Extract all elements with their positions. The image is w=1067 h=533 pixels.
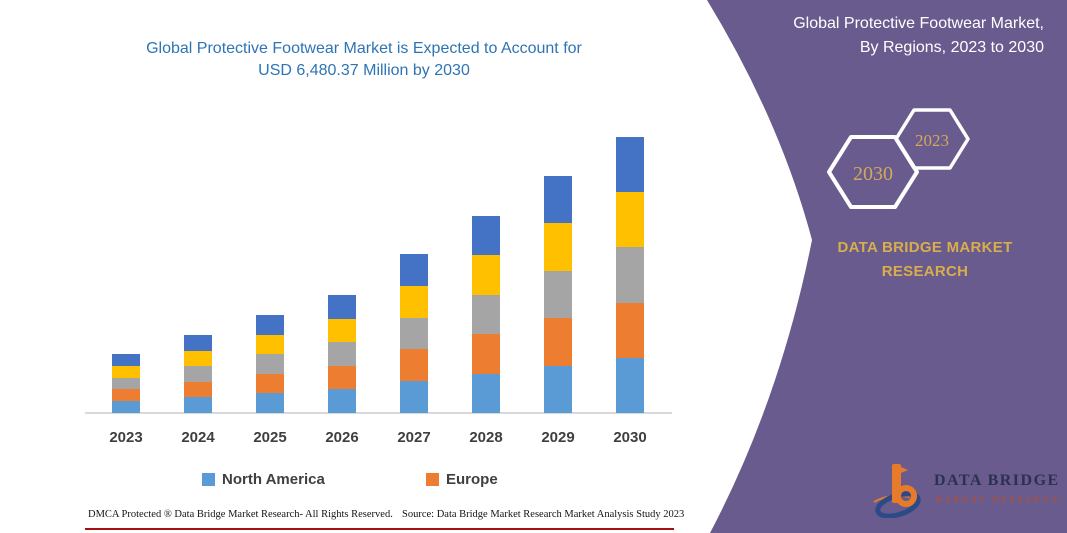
bar-2030-segment-region-5-unlabeled-: [616, 137, 644, 193]
x-axis-label-2029: 2029: [541, 429, 575, 446]
bar-2028-segment-europe: [472, 334, 500, 374]
footer-source-text: Source: Data Bridge Market Research Mark…: [402, 509, 685, 520]
bar-2027-segment-north-america: [400, 381, 428, 413]
chart-title-line1: Global Protective Footwear Market is Exp…: [146, 40, 582, 57]
bar-2026: [328, 295, 356, 413]
bar-2027-segment-region-3-unlabeled-: [400, 317, 428, 350]
legend-item-europe: Europe: [426, 471, 498, 488]
footer-dmca-text: DMCA Protected ® Data Bridge Market Rese…: [88, 509, 393, 520]
bar-2028-segment-region-4-unlabeled-: [472, 255, 500, 295]
panel-title-line2: By Regions, 2023 to 2030: [859, 39, 1044, 56]
bar-2024-segment-north-america: [184, 397, 212, 413]
legend-item-north-america: North America: [202, 471, 325, 488]
bar-2023-segment-europe: [112, 389, 140, 402]
panel-title-line1: Global Protective Footwear Market,: [793, 15, 1044, 32]
bar-2024-segment-region-4-unlabeled-: [184, 350, 212, 367]
legend-swatch-icon: [202, 473, 215, 486]
bar-2024-segment-region-5-unlabeled-: [184, 335, 212, 351]
x-axis-label-2024: 2024: [181, 429, 215, 446]
bar-2023-segment-north-america: [112, 401, 140, 413]
purple-panel-shape: [707, 0, 1067, 533]
bar-2026-segment-region-4-unlabeled-: [328, 318, 356, 343]
bar-2026-segment-north-america: [328, 389, 356, 413]
bar-2027-segment-region-5-unlabeled-: [400, 254, 428, 286]
bar-2023-segment-region-4-unlabeled-: [112, 365, 140, 378]
bar-2028-segment-region-3-unlabeled-: [472, 294, 500, 335]
bar-2028-segment-region-5-unlabeled-: [472, 216, 500, 256]
bar-2025-segment-region-3-unlabeled-: [256, 354, 284, 374]
bar-2027-segment-region-4-unlabeled-: [400, 285, 428, 318]
bar-2029-segment-region-4-unlabeled-: [544, 223, 572, 271]
x-axis-label-2028: 2028: [469, 429, 503, 446]
x-axis-label-2023: 2023: [109, 429, 143, 446]
bar-2029-segment-region-3-unlabeled-: [544, 270, 572, 319]
bar-2023: [112, 354, 140, 413]
bar-2023-segment-region-3-unlabeled-: [112, 377, 140, 390]
bar-2024-segment-europe: [184, 381, 212, 398]
brand-line1: DATA BRIDGE MARKET: [837, 239, 1013, 256]
bar-2024: [184, 335, 212, 413]
chart-title: Global Protective Footwear Market is Exp…: [58, 38, 670, 82]
x-axis-line: [85, 412, 672, 414]
legend-swatch-icon: [426, 473, 439, 486]
logo-text-data-bridge: DATA BRIDGE: [934, 472, 1060, 489]
bar-2026-segment-region-3-unlabeled-: [328, 342, 356, 366]
bar-2030-segment-north-america: [616, 357, 644, 413]
bar-2030-segment-europe: [616, 302, 644, 358]
bar-2029-segment-region-5-unlabeled-: [544, 176, 572, 224]
data-bridge-logo: DATA BRIDGE MARKET RESEARCH: [872, 458, 1062, 520]
bar-2025-segment-region-5-unlabeled-: [256, 315, 284, 335]
bar-2029-segment-europe: [544, 318, 572, 366]
bar-2025-segment-europe: [256, 373, 284, 394]
bar-2023-segment-region-5-unlabeled-: [112, 354, 140, 366]
x-axis-label-2025: 2025: [253, 429, 287, 446]
bar-2025-segment-region-4-unlabeled-: [256, 334, 284, 355]
hexagon-2030-label: 2030: [853, 163, 893, 185]
bar-2024-segment-region-3-unlabeled-: [184, 366, 212, 382]
logo-b-icon: [873, 464, 921, 518]
legend-label: Europe: [446, 471, 498, 488]
bar-2025-segment-north-america: [256, 393, 284, 413]
bar-2029-segment-north-america: [544, 365, 572, 413]
stacked-bar-chart: 2023 2024 2025 2026 2027 2028 2029 2030: [85, 137, 672, 446]
hexagon-2030-badge: [827, 135, 919, 209]
bar-2026-segment-europe: [328, 365, 356, 390]
brand-wordmark: DATA BRIDGE MARKET RESEARCH: [780, 236, 1067, 284]
x-axis-label-2026: 2026: [325, 429, 359, 446]
bar-2028: [472, 216, 500, 413]
bar-2030-segment-region-4-unlabeled-: [616, 192, 644, 248]
bar-2029: [544, 176, 572, 413]
footer-rule: [85, 528, 674, 530]
hexagon-2023-label: 2023: [915, 131, 949, 150]
bar-2030-segment-region-3-unlabeled-: [616, 247, 644, 303]
logo-text-market-research: MARKET RESEARCH: [936, 495, 1061, 504]
bar-2025: [256, 315, 284, 413]
bar-2026-segment-region-5-unlabeled-: [328, 295, 356, 319]
bar-2027-segment-europe: [400, 349, 428, 382]
chart-title-line2: USD 6,480.37 Million by 2030: [258, 62, 470, 79]
x-axis-label-2027: 2027: [397, 429, 431, 446]
brand-line2: RESEARCH: [881, 263, 969, 280]
legend-label: North America: [222, 471, 325, 488]
hexagon-badges: 2023 2030: [827, 108, 970, 209]
x-axis-label-2030: 2030: [613, 429, 647, 446]
bar-2027: [400, 254, 428, 413]
bar-2028-segment-north-america: [472, 373, 500, 413]
panel-title: Global Protective Footwear Market, By Re…: [718, 12, 1044, 60]
bar-2030: [616, 137, 644, 413]
